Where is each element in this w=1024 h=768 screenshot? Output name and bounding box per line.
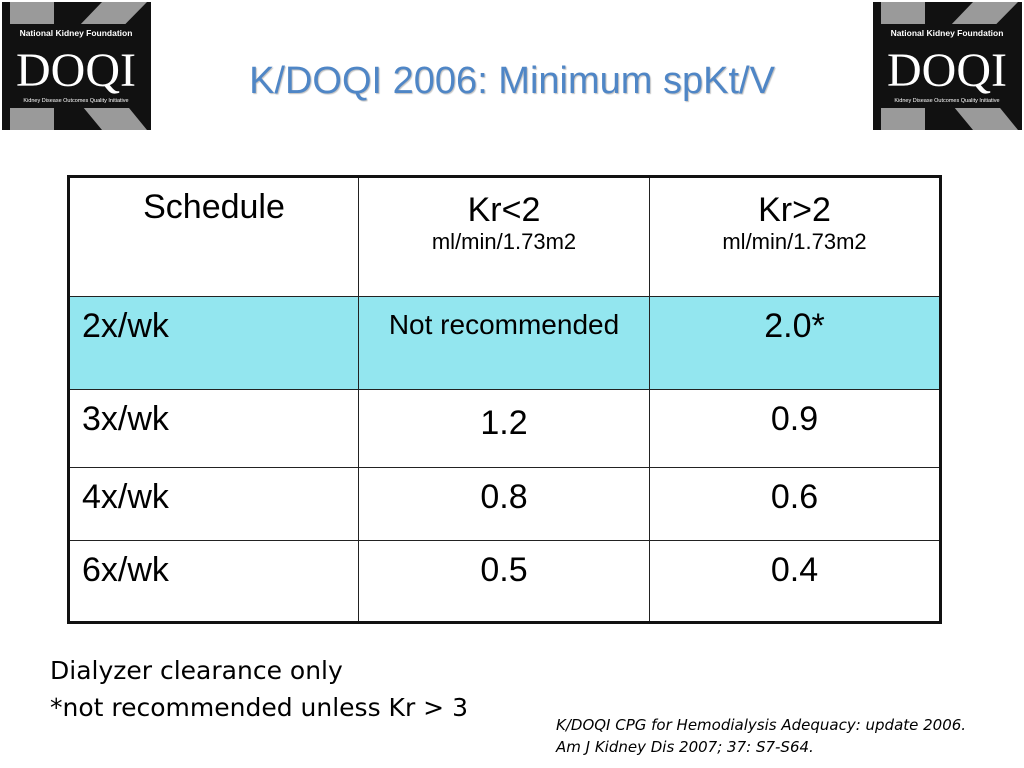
kr-gt2-value: 0.9 xyxy=(770,400,819,438)
citation-line-2: Am J Kidney Dis 2007; 37: S7-S64. xyxy=(556,738,814,756)
logo-org-text: National Kidney Foundation xyxy=(20,28,133,38)
schedule-label: 2x/wk xyxy=(82,307,169,345)
kr-lt2-value: 0.5 xyxy=(480,551,528,589)
table-row: 6x/wk 0.5 0.4 xyxy=(68,540,941,623)
table-cell: Not recommended xyxy=(358,296,650,390)
logo-tagline-text: Kidney Disease Outcomes Quality Initiati… xyxy=(894,98,999,104)
footnote-asterisk: *not recommended unless Kr > 3 xyxy=(50,693,468,722)
header-cell-schedule: Schedule xyxy=(68,176,359,297)
table-cell: 6x/wk xyxy=(68,540,359,623)
schedule-label: 6x/wk xyxy=(82,551,169,589)
table-row: 3x/wk 1.2 0.9 xyxy=(68,389,941,468)
kr-gt2-value: 0.4 xyxy=(770,551,819,589)
table-cell: 1.2 xyxy=(358,389,650,468)
table-cell: 0.9 xyxy=(649,389,941,468)
table-cell: 2x/wk xyxy=(68,296,359,390)
table-cell: 4x/wk xyxy=(68,467,359,541)
footnotes: Dialyzer clearance only *not recommended… xyxy=(50,652,468,726)
logo-mark-text: DOQI xyxy=(16,44,136,97)
slide-title: K/DOQI 2006: Minimum spKt/V xyxy=(249,60,775,102)
header-schedule-label: Schedule xyxy=(143,188,285,226)
header-cell-kr-gt2: Kr>2 ml/min/1.73m2 xyxy=(649,176,941,297)
table-cell: 3x/wk xyxy=(68,389,359,468)
doqi-logo-right: National Kidney Foundation DOQI Kidney D… xyxy=(873,2,1022,130)
citation: K/DOQI CPG for Hemodialysis Adequacy: up… xyxy=(556,714,966,758)
schedule-label: 3x/wk xyxy=(82,400,169,438)
spktv-table: Schedule Kr<2 ml/min/1.73m2 Kr>2 ml/min/… xyxy=(67,175,942,624)
citation-line-1: K/DOQI CPG for Hemodialysis Adequacy: up… xyxy=(556,716,967,734)
table-cell: 0.5 xyxy=(358,540,650,623)
table-cell: 0.6 xyxy=(649,467,941,541)
doqi-logo-left: National Kidney Foundation DOQI Kidney D… xyxy=(2,2,151,130)
logo-mark-text: DOQI xyxy=(887,44,1007,97)
logo-tagline-text: Kidney Disease Outcomes Quality Initiati… xyxy=(23,98,128,104)
table-cell: 2.0* xyxy=(649,296,941,390)
kr-gt2-value: 0.6 xyxy=(770,478,819,516)
logo-org-text: National Kidney Foundation xyxy=(891,28,1004,38)
header-kr-lt2-label: Kr<2 xyxy=(467,191,541,229)
header-cell-kr-lt2: Kr<2 ml/min/1.73m2 xyxy=(358,176,650,297)
table-header-row: Schedule Kr<2 ml/min/1.73m2 Kr>2 ml/min/… xyxy=(68,176,941,297)
header-kr-gt2-label: Kr>2 xyxy=(758,191,831,229)
table-cell: 0.8 xyxy=(358,467,650,541)
kr-lt2-value: Not recommended xyxy=(388,309,620,340)
table-cell: 0.4 xyxy=(649,540,941,623)
footnote-dialyzer: Dialyzer clearance only xyxy=(50,656,343,685)
header-kr-gt2-unit: ml/min/1.73m2 xyxy=(722,229,867,254)
kr-gt2-value: 2.0* xyxy=(764,307,825,345)
header-kr-lt2-unit: ml/min/1.73m2 xyxy=(431,229,577,254)
schedule-label: 4x/wk xyxy=(82,478,169,516)
kr-lt2-value: 0.8 xyxy=(480,478,528,516)
table-row: 4x/wk 0.8 0.6 xyxy=(68,467,941,541)
kr-lt2-value: 1.2 xyxy=(480,404,528,442)
table-row: 2x/wk Not recommended 2.0* xyxy=(68,296,941,390)
